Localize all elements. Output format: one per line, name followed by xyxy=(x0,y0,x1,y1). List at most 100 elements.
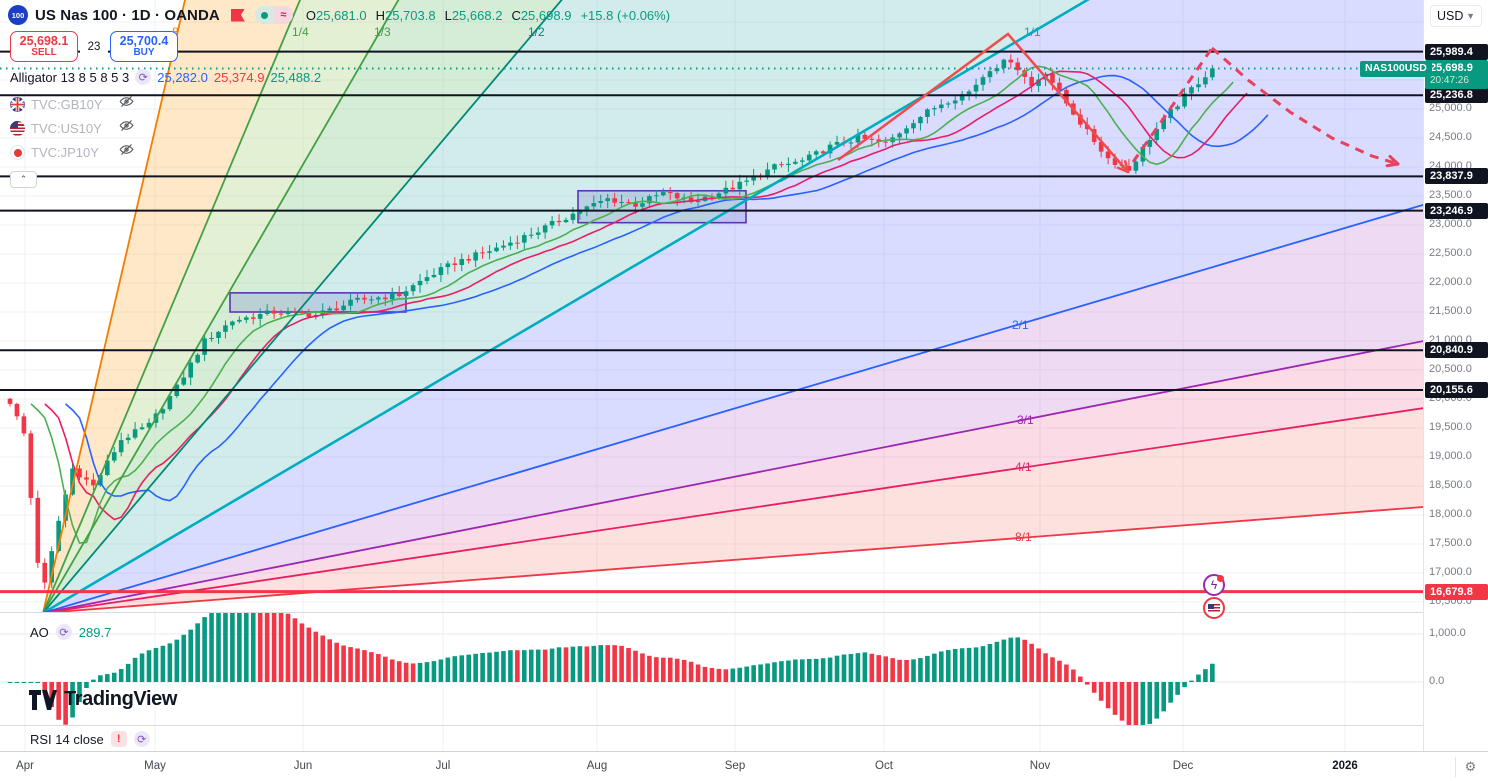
price-tick-label: 19,000.0 xyxy=(1429,450,1472,462)
order-panel: 25,698.1 SELL 23 25,700.4 BUY xyxy=(10,31,178,62)
price-tick-label: 25,000.0 xyxy=(1429,102,1472,114)
low-value: 25,668.2 xyxy=(451,7,503,23)
price-level-label: 20,840.9 xyxy=(1425,342,1488,359)
change-value: +15.8 (+0.06%) xyxy=(580,7,671,23)
sell-button[interactable]: 25,698.1 SELL xyxy=(10,31,78,62)
price-tick-label: 22,500.0 xyxy=(1429,247,1472,259)
price-tick-label: 18,000.0 xyxy=(1429,508,1472,520)
gann-fan-label: 1/3 xyxy=(374,25,391,39)
collapse-indicators-button[interactable]: ⌃ xyxy=(10,171,37,188)
status-dot-icon xyxy=(260,11,268,19)
chevron-down-icon: ▼ xyxy=(1466,11,1475,21)
time-axis-label: Aug xyxy=(586,760,608,772)
compare-row-gb10y[interactable]: TVC:GB10Y xyxy=(10,92,134,116)
time-axis-label: Oct xyxy=(875,760,893,772)
buy-button[interactable]: 25,700.4 BUY xyxy=(110,31,178,62)
time-axis[interactable]: ⚙ Apr May Jun Jul Aug Sep Oct Nov Dec 2026 xyxy=(0,751,1488,781)
price-tick-label: 23,500.0 xyxy=(1429,189,1472,201)
time-axis-label: Sep xyxy=(724,760,746,772)
warning-icon[interactable]: ! xyxy=(110,731,127,747)
gann-fan-label: 1/4 xyxy=(292,25,309,39)
projection-drawing[interactable] xyxy=(1131,46,1400,168)
high-value: 25,703.8 xyxy=(384,7,436,23)
gann-fan-label: 2/1 xyxy=(1012,318,1029,332)
price-tick-label: 17,500.0 xyxy=(1429,537,1472,549)
approx-icon: ≈ xyxy=(273,6,293,24)
eye-off-icon[interactable] xyxy=(119,142,134,162)
gann-fan-label: 1/2 xyxy=(528,25,545,39)
symbol-header: 100 US Nas 100 · 1D · OANDA ≈ O25,681.0 … xyxy=(8,5,670,25)
eye-off-icon[interactable] xyxy=(119,118,134,138)
alligator-jaw-value: 25,282.0 xyxy=(157,69,208,85)
rsi-label: RSI 14 close xyxy=(30,731,104,747)
ohlc-values: O25,681.0 H25,703.8 L25,668.2 C25,698.9 … xyxy=(305,7,671,23)
refresh-icon[interactable]: ⟳ xyxy=(135,69,152,85)
price-tick-label: 17,000.0 xyxy=(1429,566,1472,578)
ao-indicator-row[interactable]: AO ⟳ 289.7 xyxy=(30,624,111,640)
time-axis-label: Jun xyxy=(293,760,313,772)
compare-symbol-name: TVC:US10Y xyxy=(31,120,102,136)
chart-canvas[interactable]: 81/41/31/21/12/13/14/18/1 xyxy=(0,0,1423,751)
alligator-lips-value: 25,488.2 xyxy=(270,69,322,85)
axis-settings-gear-icon[interactable]: ⚙ xyxy=(1455,757,1485,777)
tradingview-logo[interactable]: TradingView xyxy=(28,688,177,711)
ao-tick-label: 1,000.0 xyxy=(1429,627,1466,639)
price-level-label: 16,679.8 xyxy=(1425,583,1488,600)
symbol-price-line-badge: NAS100USD xyxy=(1360,61,1432,77)
compare-row-us10y[interactable]: TVC:US10Y xyxy=(10,116,134,140)
current-price-label: 25,698.9 20:47:26 xyxy=(1425,60,1488,89)
gann-fan-label: 8/1 xyxy=(1015,530,1032,544)
market-status-pill[interactable]: ≈ xyxy=(254,6,293,24)
alligator-indicator-row[interactable]: Alligator 13 8 5 8 5 3 ⟳ 25,282.0 25,374… xyxy=(10,69,321,85)
symbol-title[interactable]: US Nas 100 · 1D · OANDA xyxy=(35,6,220,24)
time-axis-label: Jul xyxy=(435,760,451,772)
pane-separator[interactable] xyxy=(0,725,1488,726)
refresh-icon[interactable]: ⟳ xyxy=(55,624,72,640)
flagged-icon[interactable] xyxy=(230,8,245,22)
price-level-label: 25,989.4 xyxy=(1425,43,1488,60)
us-event-flag-icon[interactable] xyxy=(1203,597,1225,619)
price-level-label: 23,246.9 xyxy=(1425,202,1488,219)
brand-text: TradingView xyxy=(64,688,178,710)
tradingview-mark-icon xyxy=(29,689,57,710)
compare-symbol-name: TVC:GB10Y xyxy=(31,96,103,112)
symbol-logo[interactable]: 100 xyxy=(8,5,28,25)
time-axis-label: May xyxy=(144,760,166,772)
ao-label: AO xyxy=(30,624,49,640)
eye-off-icon[interactable] xyxy=(119,94,134,114)
time-axis-label: Dec xyxy=(1172,760,1194,772)
close-value: 25,698.9 xyxy=(520,7,572,23)
price-tick-label: 22,000.0 xyxy=(1429,276,1472,288)
price-tick-label: 24,500.0 xyxy=(1429,131,1472,143)
price-axis[interactable]: USD ▼ 25,000.0 24,500.0 24,000.0 23,500.0 23,… xyxy=(1423,0,1488,751)
alligator-teeth-value: 25,374.9 xyxy=(213,69,265,85)
pane-separator[interactable] xyxy=(0,612,1488,613)
price-tick-label: 23,000.0 xyxy=(1429,218,1472,230)
price-level-label: 20,155.6 xyxy=(1425,381,1488,398)
ao-value: 289.7 xyxy=(78,624,112,640)
time-axis-label: Nov xyxy=(1029,760,1051,772)
price-tick-label: 20,500.0 xyxy=(1429,363,1472,375)
trend-line-drawing[interactable] xyxy=(837,32,1130,174)
compare-symbols-list: TVC:GB10Y TVC:US10Y TVC:JP10Y ⌃ xyxy=(10,92,134,188)
ao-histogram xyxy=(7,613,1215,725)
price-tick-label: 21,500.0 xyxy=(1429,305,1472,317)
gb-flag-icon xyxy=(10,96,25,112)
time-axis-label: 2026 xyxy=(1332,760,1358,772)
gann-fan-label: 1/1 xyxy=(1024,25,1041,39)
alligator-label: Alligator 13 8 5 8 5 3 xyxy=(10,69,130,85)
compare-row-jp10y[interactable]: TVC:JP10Y xyxy=(10,140,134,164)
price-level-label: 25,236.8 xyxy=(1425,87,1488,104)
price-level-label: 23,837.9 xyxy=(1425,168,1488,185)
rsi-indicator-row[interactable]: RSI 14 close ! ⟳ xyxy=(30,731,150,747)
economic-event-icon[interactable]: ϟ xyxy=(1203,574,1225,596)
gann-fan-lines[interactable] xyxy=(42,0,1423,613)
price-tick-label: 19,500.0 xyxy=(1429,421,1472,433)
us-flag-icon xyxy=(10,120,25,136)
open-value: 25,681.0 xyxy=(315,7,367,23)
price-tick-label: 18,500.0 xyxy=(1429,479,1472,491)
refresh-icon[interactable]: ⟳ xyxy=(133,731,150,747)
horizontal-price-rays[interactable] xyxy=(0,50,1423,594)
currency-dropdown[interactable]: USD ▼ xyxy=(1430,5,1482,27)
